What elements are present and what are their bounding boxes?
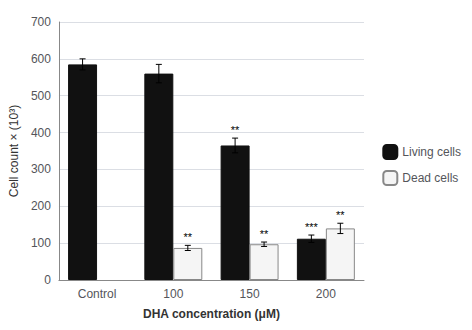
svg-text:700: 700 [31,15,51,29]
svg-text:100: 100 [163,287,183,301]
svg-text:**: ** [184,231,193,243]
svg-text:***: *** [305,221,319,233]
svg-text:**: ** [260,228,269,240]
svg-text:Dead cells: Dead cells [402,171,458,185]
svg-text:150: 150 [240,287,260,301]
svg-text:500: 500 [31,89,51,103]
svg-text:200: 200 [316,287,336,301]
svg-text:200: 200 [31,199,51,213]
svg-text:DHA concentration (μM): DHA concentration (μM) [143,307,280,321]
svg-text:**: ** [231,124,240,136]
svg-text:600: 600 [31,52,51,66]
svg-text:100: 100 [31,236,51,250]
svg-text:400: 400 [31,126,51,140]
svg-text:Living cells: Living cells [402,145,461,159]
svg-text:Cell count × (10³): Cell count × (10³) [7,105,21,197]
svg-text:300: 300 [31,162,51,176]
svg-text:Control: Control [78,287,117,301]
svg-text:0: 0 [44,273,51,287]
svg-text:**: ** [336,209,345,221]
